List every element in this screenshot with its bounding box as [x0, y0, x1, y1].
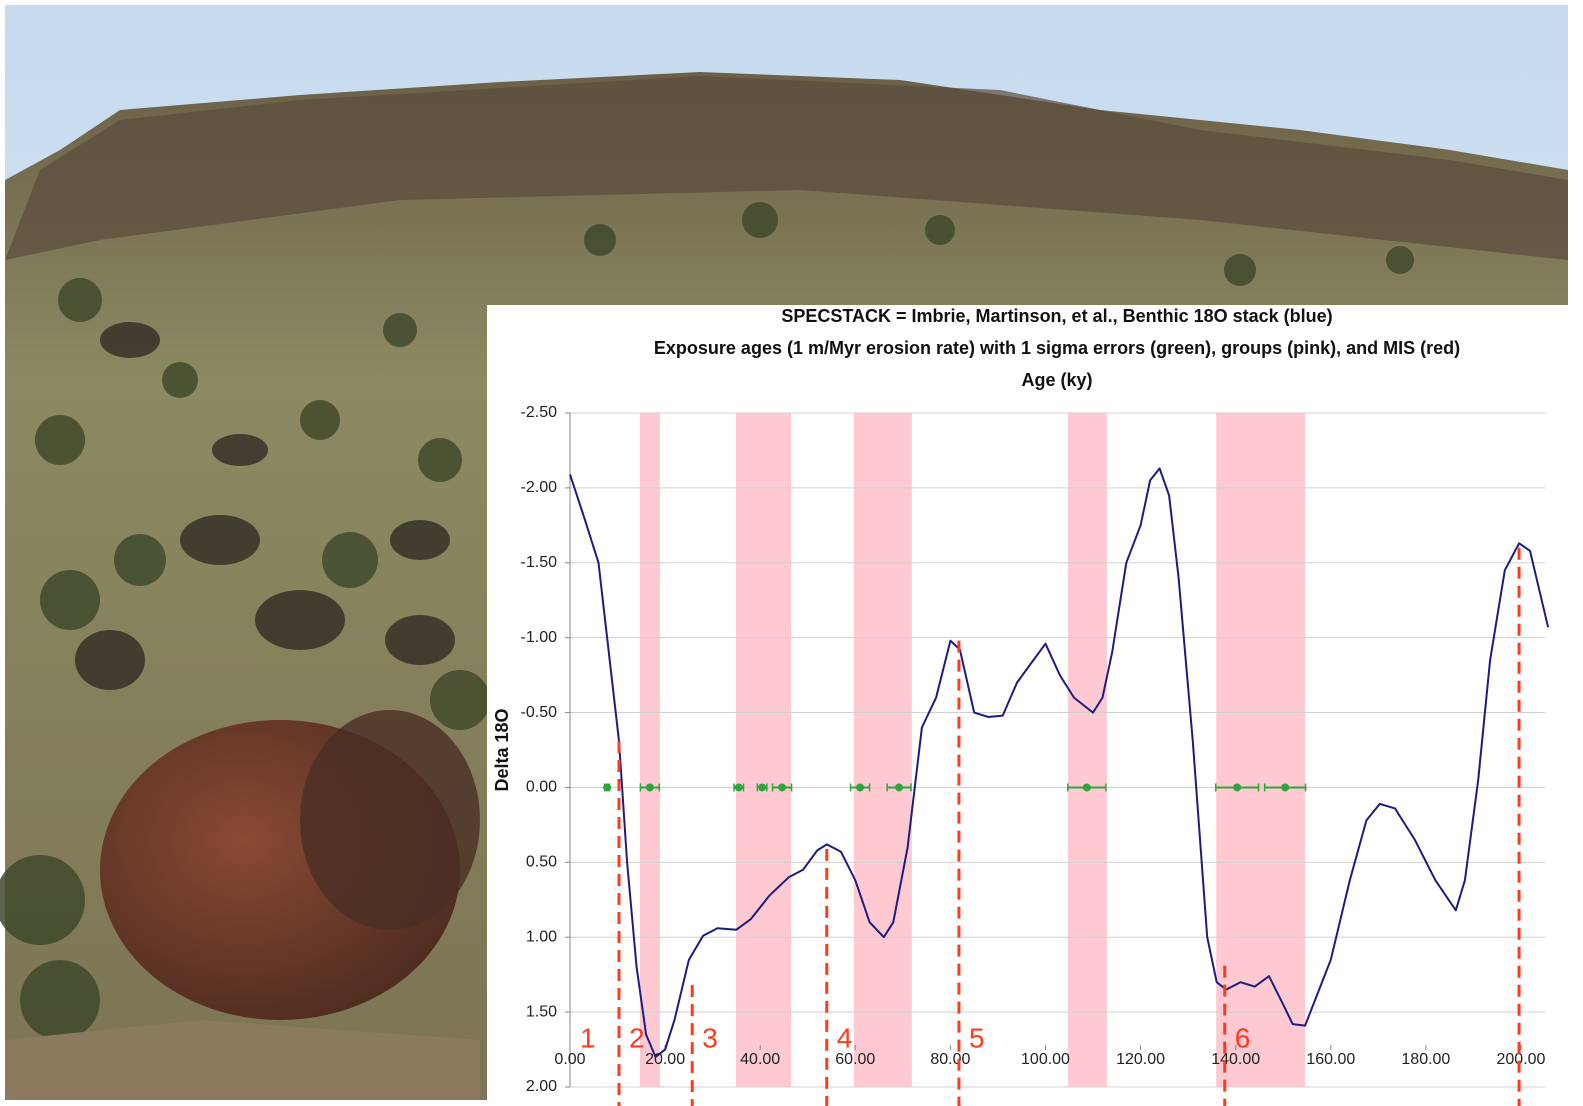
chart-title: SPECSTACK = Imbrie, Martinson, et al., B…: [781, 306, 1332, 326]
y-tick-label: 2.00: [526, 1078, 557, 1095]
y-tick-label: -2.00: [521, 479, 558, 496]
exposure-age-point: [856, 783, 864, 791]
x-tick-label: 20.00: [645, 1051, 685, 1068]
mis-label: 5: [969, 1022, 985, 1053]
exposure-age-point: [758, 783, 766, 791]
x-tick-label: 180.00: [1401, 1051, 1450, 1068]
x-tick-label: 40.00: [740, 1051, 780, 1068]
exposure-age-point: [1281, 783, 1289, 791]
y-tick-label: 0.00: [526, 779, 557, 796]
group-band: [1216, 413, 1305, 1087]
chart-subtitle: Exposure ages (1 m/Myr erosion rate) wit…: [654, 338, 1460, 358]
y-tick-label: -0.50: [521, 704, 558, 721]
x-tick-label: 140.00: [1211, 1051, 1260, 1068]
y-tick-label: 0.50: [526, 854, 557, 871]
exposure-age-point: [778, 783, 786, 791]
exposure-age-point: [735, 783, 743, 791]
exposure-age-point: [1233, 783, 1241, 791]
x-tick-label: 100.00: [1021, 1051, 1070, 1068]
page: SPECSTACK = Imbrie, Martinson, et al., B…: [0, 0, 1583, 1106]
group-band: [640, 413, 660, 1087]
mis-label: 2: [629, 1022, 645, 1053]
y-tick-label: -2.50: [521, 404, 558, 421]
y-axis-title: Delta 18O: [492, 708, 512, 791]
y-tick-label: 1.50: [526, 1003, 557, 1020]
y-tick-label: -1.50: [521, 554, 558, 571]
x-tick-label: 120.00: [1116, 1051, 1165, 1068]
x-tick-label: 60.00: [835, 1051, 875, 1068]
exposure-age-point: [646, 783, 654, 791]
exposure-age-point: [1083, 783, 1091, 791]
mis-label: 6: [1235, 1022, 1251, 1053]
y-tick-label: 1.00: [526, 928, 557, 945]
x-axis-title: Age (ky): [1021, 370, 1092, 390]
mis-label: 4: [837, 1022, 853, 1053]
exposure-age-point: [603, 783, 611, 791]
x-tick-label: 200.00: [1497, 1051, 1546, 1068]
group-band: [1068, 413, 1107, 1087]
x-tick-label: 0.00: [554, 1051, 585, 1068]
group-band: [854, 413, 912, 1087]
x-tick-label: 160.00: [1306, 1051, 1355, 1068]
mis-label: 3: [702, 1022, 718, 1053]
y-tick-label: -1.00: [521, 629, 558, 646]
exposure-age-point: [895, 783, 903, 791]
group-band: [736, 413, 791, 1087]
x-tick-label: 80.00: [930, 1051, 970, 1068]
mis-label: 1: [580, 1022, 596, 1053]
scene: SPECSTACK = Imbrie, Martinson, et al., B…: [0, 0, 1583, 1106]
